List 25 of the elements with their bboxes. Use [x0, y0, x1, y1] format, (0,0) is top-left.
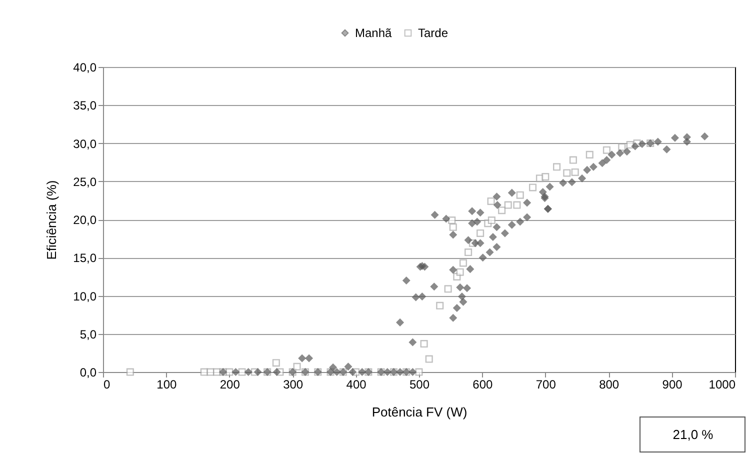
y-tick-label: 5,0 [80, 327, 97, 342]
x-tick-label: 200 [220, 378, 240, 392]
x-tick-label: 900 [662, 378, 683, 392]
y-tick-label: 40,0 [73, 60, 97, 74]
x-tick-label: 0 [104, 378, 110, 392]
y-axis-title: Eficiência (%) [44, 180, 60, 260]
legend-label: Tarde [418, 26, 448, 40]
y-tick-label: 30,0 [73, 136, 97, 151]
y-tick-label: 25,0 [73, 174, 97, 189]
y-tick-label: 0,0 [80, 366, 97, 380]
legend-label: Manhã [355, 26, 392, 40]
y-tick-label: 20,0 [73, 213, 97, 227]
x-tick-label: 800 [599, 378, 620, 392]
x-tick-label: 700 [536, 378, 556, 392]
y-tick-label: 10,0 [73, 289, 97, 304]
y-tick-label: 35,0 [73, 98, 97, 113]
text: 21,0 % [672, 427, 714, 442]
x-tick-label: 1000 [708, 378, 736, 392]
x-tick-label: 500 [409, 378, 430, 392]
x-axis-title: Potência FV (W) [372, 404, 468, 420]
y-tick-label: 15,0 [73, 251, 97, 266]
x-tick-label: 600 [472, 378, 494, 392]
x-tick-label: 400 [346, 378, 367, 392]
x-tick-label: 100 [156, 378, 178, 392]
x-tick-label: 300 [283, 378, 304, 392]
